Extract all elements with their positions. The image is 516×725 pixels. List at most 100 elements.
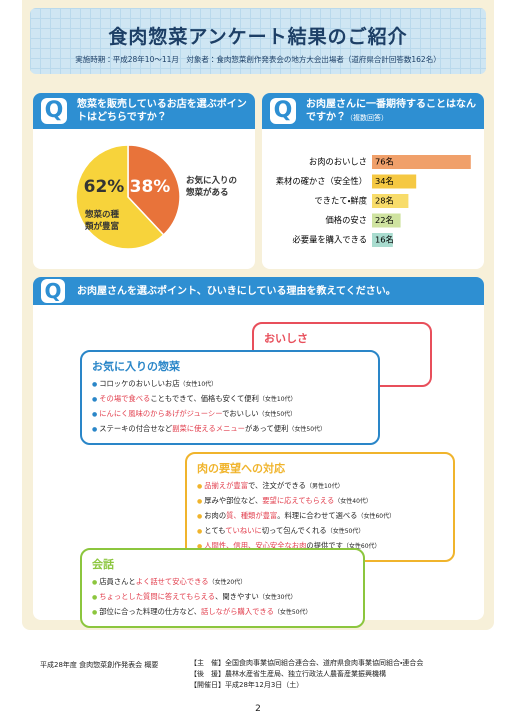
bar	[372, 233, 393, 247]
speech-bubble: 肉の要望への対応品揃えが豊富で、注文ができる（男性10代）厚みや部位など、要望に…	[185, 452, 455, 562]
respondent: （女性20代）	[208, 579, 247, 586]
footer-label: 【開催日】	[190, 681, 225, 689]
pie-value-label: 62%	[84, 177, 125, 197]
reason-text: があって便利	[244, 424, 289, 433]
bubble-title: お気に入りの惣菜	[92, 360, 180, 373]
reason-text: で、注文ができる	[248, 481, 306, 490]
footer-title: 平成28年度 食肉惣菜創作発表会 概要	[40, 661, 159, 669]
question-text: お肉屋さんに一番期待することはなんですか？（複数回答）	[306, 98, 478, 125]
reason-item: ステーキの付合せなど副菜に使えるメニューがあって便利（女性50代）	[92, 422, 368, 437]
bar-value-label: 22名	[375, 215, 394, 225]
pie-slice	[127, 144, 181, 236]
reason-text: の提供です	[306, 541, 343, 550]
question-bar: Q お肉屋さんを選ぶポイント、ひいきにしている理由を教えてください。	[33, 277, 484, 305]
reason-text: 厚みや部位など、	[204, 496, 263, 505]
bar-category-label: 価格の安さ	[326, 215, 368, 225]
q-badge: Q	[41, 279, 65, 303]
footer-row: 【主 催】全国食肉事業協同組合連合会、道府県食肉事業協同組合・連合会	[190, 658, 423, 669]
reason-item: とてもていねいに切って包んでくれる（女性50代）	[197, 524, 443, 539]
highlight-text: 人間性、信用、安心安全なお肉	[204, 541, 307, 550]
reason-text: とても	[204, 526, 226, 535]
respondent: （女性30代）	[258, 594, 297, 601]
respondent: （女性50代）	[326, 528, 365, 535]
respondent: （女性50代）	[288, 426, 327, 433]
reason-text: 店員さんと	[99, 577, 136, 586]
footer-row: 【後 援】農林水産省生産局、独立行政法人農畜産業振興機構	[190, 669, 423, 680]
pie-category-label: 惣菜の種類が豊富	[84, 209, 120, 232]
highlight-text: 要望に応えてもらえる	[262, 496, 335, 505]
q-badge: Q	[270, 98, 296, 124]
respondent: （女性10代）	[258, 396, 297, 403]
bar-value-label: 76名	[375, 157, 394, 167]
bar-category-label: 素材の確かさ（安全性）	[276, 176, 367, 186]
bar	[372, 174, 417, 189]
reason-text: でおいしい	[222, 409, 259, 418]
highlight-text: にんにく風味のからあげがジューシー	[99, 409, 223, 418]
reason-item: 人間性、信用、安心安全なお肉の提供です（女性60代）	[197, 539, 443, 554]
reason-text: 切って包んでくれる	[261, 526, 327, 535]
subtitle: 実施時期：平成28年10～11月 対象者：食肉惣菜創作発表会の地方大会出場者（道…	[75, 55, 441, 64]
bar-value-label: 16名	[375, 235, 394, 245]
bubble-title: 肉の要望への対応	[197, 462, 285, 475]
reason-item: にんにく風味のからあげがジューシーでおいしい（女性50代）	[92, 407, 368, 422]
footer-value: 全国食肉事業協同組合連合会、道府県食肉事業協同組合・連合会	[225, 659, 424, 667]
footer-label: 【後 援】	[190, 670, 225, 678]
reason-text: コロッケのおいしいお店	[99, 379, 180, 388]
respondent: （女性60代）	[342, 543, 381, 550]
reason-text: 部位に合った料理の仕方など、	[99, 607, 202, 616]
reason-text: ステーキの付合せなど	[99, 424, 173, 433]
page-number: 2	[255, 704, 261, 714]
respondent: （女性40代）	[334, 498, 372, 505]
reason-item: その場で食べることもできて、価格も安くて便利（女性10代）	[92, 392, 368, 407]
bar-category-label: お肉のおいしさ	[309, 157, 367, 167]
question-text: お肉屋さんを選ぶポイント、ひいきにしている理由を教えてください。	[77, 286, 396, 297]
bar	[372, 194, 409, 208]
question-bar: Q お肉屋さんに一番期待することはなんですか？（複数回答）	[262, 93, 484, 129]
bubble-title: 会話	[92, 558, 114, 571]
highlight-text: 副菜に使えるメニュー	[172, 424, 245, 433]
footer-value: 農林水産省生産局、独立行政法人農畜産業振興機構	[225, 670, 386, 678]
reason-item: コロッケのおいしいお店（女性10代）	[92, 377, 368, 392]
footer-value: 平成28年12月3日（土）	[225, 681, 304, 689]
bar-value-label: 34名	[375, 176, 394, 186]
speech-bubble: お気に入りの惣菜コロッケのおいしいお店（女性10代）その場で食べることもできて、…	[80, 350, 380, 445]
footer-label: 【主 催】	[190, 659, 225, 667]
reason-item: 厚みや部位など、要望に応えてもらえる（女性40代）	[197, 494, 443, 509]
reason-text: こともできて、価格も安くて便利	[150, 394, 259, 403]
highlight-text: 質、種類が豊富	[226, 511, 278, 520]
question-note: （複数回答）	[346, 114, 388, 122]
respondent: （女性60代）	[357, 513, 396, 520]
highlight-text: その場で食べる	[99, 394, 151, 403]
question-text: 惣菜を販売しているお店を選ぶポイントはどちらですか？	[77, 99, 247, 123]
title: 食肉惣菜アンケート結果のご紹介	[108, 26, 408, 48]
header-panel	[30, 8, 486, 74]
highlight-text: ていねいに	[225, 526, 262, 535]
bar	[372, 213, 401, 228]
pie-category-label: お気に入りの惣菜がある	[186, 175, 237, 198]
bar-category-label: できたて・鮮度	[314, 196, 367, 206]
bar	[372, 155, 471, 169]
reason-item: 品揃えが豊富で、注文ができる（男性10代）	[197, 479, 443, 494]
highlight-text: よく話せて安心できる	[135, 577, 209, 586]
respondent: （女性50代）	[258, 411, 297, 418]
question-text: お肉屋さんに一番期待することはなんですか？	[306, 99, 476, 123]
reason-item: 部位に合った料理の仕方など、話しながら購入できる（女性50代）	[92, 605, 353, 620]
bar-category-label: 必要量を購入できる	[292, 235, 367, 245]
speech-bubble: 会話店員さんとよく話せて安心できる（女性20代）ちょっとした質問に答えてもらえる…	[80, 548, 365, 628]
reason-text: 。料理に合わせて選べる	[277, 511, 358, 520]
respondent: （女性50代）	[273, 609, 312, 616]
reason-item: お肉の質、種類が豊富。料理に合わせて選べる（女性60代）	[197, 509, 443, 524]
bar-value-label: 28名	[375, 196, 394, 206]
respondent: （男性10代）	[305, 483, 344, 490]
footer-row: 【開催日】平成28年12月3日（土）	[190, 680, 423, 691]
bubble-title: おいしさ	[264, 332, 308, 345]
reason-item: 店員さんとよく話せて安心できる（女性20代）	[92, 575, 353, 590]
highlight-text: 品揃えが豊富	[204, 481, 249, 490]
footer-rows: 【主 催】全国食肉事業協同組合連合会、道府県食肉事業協同組合・連合会 【後 援】農…	[190, 658, 423, 691]
reason-text: お肉の	[204, 511, 227, 520]
question-bar: Q 惣菜を販売しているお店を選ぶポイントはどちらですか？	[33, 93, 255, 129]
reason-text: 、聞きやすい	[215, 592, 259, 601]
pie-value-label: 38%	[130, 177, 171, 197]
